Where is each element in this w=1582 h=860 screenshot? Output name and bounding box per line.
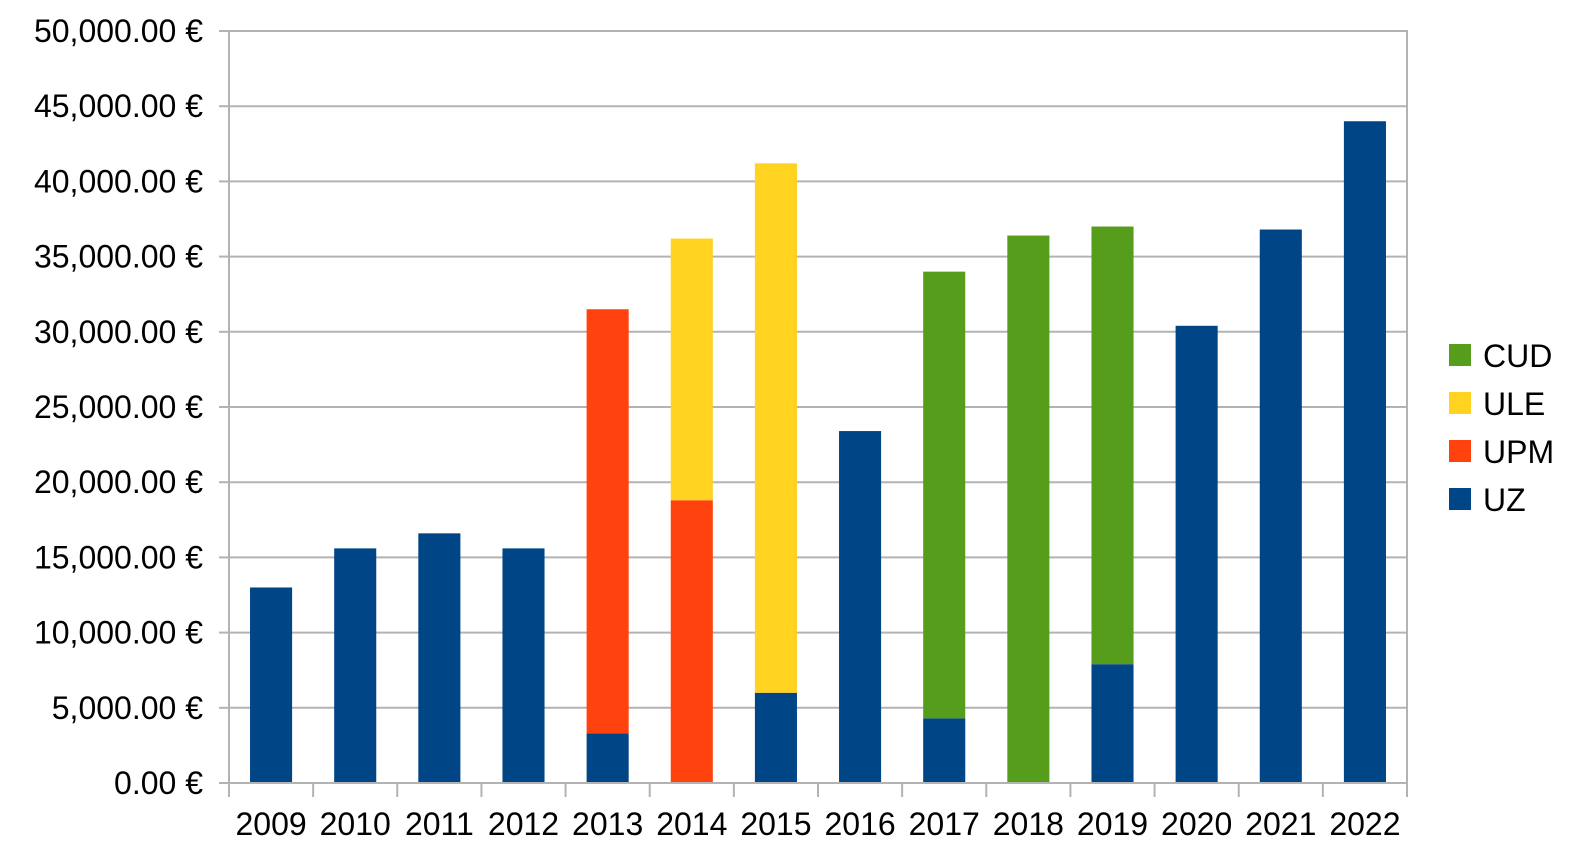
x-tick-label: 2009	[235, 806, 306, 842]
x-tick-label: 2022	[1329, 806, 1400, 842]
y-tick-label: 15,000.00 €	[34, 539, 203, 575]
bar-cud-2017	[923, 271, 966, 719]
bar-uz-2016	[839, 431, 882, 783]
axes	[219, 30, 1408, 797]
y-tick-label: 30,000.00 €	[34, 314, 203, 350]
x-tick-label: 2011	[405, 806, 474, 842]
bar-uz-2021	[1259, 229, 1302, 783]
x-tick-label: 2016	[824, 806, 895, 842]
gridlines	[229, 30, 1407, 784]
legend-label-upm: UPM	[1483, 434, 1554, 470]
bar-uz-2022	[1343, 121, 1386, 784]
bar-upm-2014	[670, 500, 713, 783]
y-tick-label: 50,000.00 €	[34, 13, 203, 49]
bars	[250, 121, 1386, 784]
legend-label-cud: CUD	[1483, 338, 1552, 374]
x-tick-label: 2021	[1245, 806, 1316, 842]
x-tick-label: 2015	[740, 806, 811, 842]
legend-swatch-ule	[1449, 392, 1471, 414]
legend-swatch-uz	[1449, 488, 1471, 510]
bar-uz-2012	[502, 548, 545, 783]
bar-cud-2018	[1007, 235, 1050, 783]
bar-uz-2015	[754, 692, 797, 783]
x-tick-label: 2013	[572, 806, 643, 842]
legend-swatch-cud	[1449, 344, 1471, 366]
bar-uz-2011	[418, 533, 461, 783]
bar-uz-2013	[586, 733, 629, 783]
x-tick-label: 2018	[993, 806, 1064, 842]
x-tick-label: 2020	[1161, 806, 1232, 842]
bar-uz-2017	[923, 718, 966, 783]
bar-uz-2019	[1091, 664, 1134, 783]
y-tick-label: 25,000.00 €	[34, 389, 203, 425]
bar-uz-2009	[250, 587, 293, 783]
bar-uz-2020	[1175, 325, 1218, 783]
y-tick-label: 0.00 €	[114, 765, 203, 801]
x-tick-labels: 2009 2010 2011 2012 2013 2014 2015 2016 2017 2018…	[235, 806, 1400, 842]
bar-ule-2015	[754, 163, 797, 693]
y-tick-label: 5,000.00 €	[52, 690, 203, 726]
legend-label-ule: ULE	[1483, 386, 1545, 422]
y-tick-label: 10,000.00 €	[34, 615, 203, 651]
x-tick-label: 2017	[909, 806, 980, 842]
x-tick-label: 2019	[1077, 806, 1148, 842]
y-tick-label: 20,000.00 €	[34, 464, 203, 500]
bar-upm-2013	[586, 309, 629, 734]
bar-cud-2019	[1091, 226, 1134, 665]
x-tick-label: 2010	[320, 806, 391, 842]
legend-label-uz: UZ	[1483, 482, 1526, 518]
legend: CUD ULE UPM UZ	[1449, 338, 1554, 518]
y-tick-label: 40,000.00 €	[34, 163, 203, 199]
x-tick-label: 2014	[656, 806, 727, 842]
y-tick-label: 35,000.00 €	[34, 239, 203, 275]
legend-swatch-upm	[1449, 440, 1471, 462]
bar-ule-2014	[670, 238, 713, 501]
x-tick-label: 2012	[488, 806, 559, 842]
y-tick-label: 45,000.00 €	[34, 88, 203, 124]
bar-uz-2010	[334, 548, 377, 783]
y-tick-labels: 0.00 € 5,000.00 € 10,000.00 € 15,000.00 € 20…	[34, 13, 203, 801]
